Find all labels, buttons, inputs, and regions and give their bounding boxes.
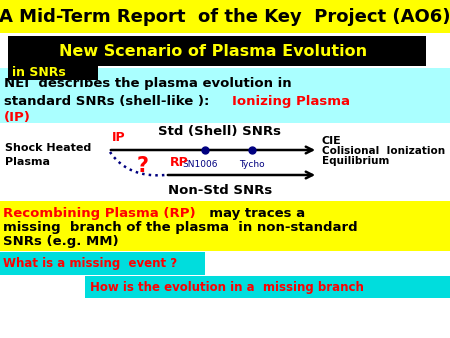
Text: Recombining Plasma (RP): Recombining Plasma (RP) — [3, 207, 196, 219]
Text: How is the evolution in a  missing branch: How is the evolution in a missing branch — [90, 281, 364, 293]
Text: New Scenario of Plasma Evolution: New Scenario of Plasma Evolution — [59, 44, 367, 58]
Text: RP: RP — [170, 156, 189, 169]
Text: may traces a: may traces a — [200, 207, 305, 219]
Text: Shock Heated
Plasma: Shock Heated Plasma — [5, 143, 91, 167]
FancyBboxPatch shape — [0, 0, 450, 33]
Text: ?: ? — [137, 156, 149, 176]
Text: Non-Std SNRs: Non-Std SNRs — [168, 184, 272, 196]
FancyBboxPatch shape — [85, 276, 450, 298]
FancyBboxPatch shape — [0, 201, 450, 251]
FancyBboxPatch shape — [0, 68, 450, 123]
Text: in SNRs: in SNRs — [12, 67, 66, 79]
Text: standard SNRs (shell-like ):: standard SNRs (shell-like ): — [4, 95, 223, 107]
Text: A Mid-Term Report  of the Key  Project (AO6): A Mid-Term Report of the Key Project (AO… — [0, 8, 450, 26]
Text: SN1006: SN1006 — [182, 160, 218, 169]
Text: IP: IP — [112, 131, 126, 144]
FancyBboxPatch shape — [0, 252, 205, 275]
Text: Std (Shell) SNRs: Std (Shell) SNRs — [158, 124, 282, 138]
Text: NEI  describes the plasma evolution in: NEI describes the plasma evolution in — [4, 76, 292, 90]
Text: CIE: CIE — [322, 136, 342, 146]
Text: Colisional  Ionization: Colisional Ionization — [322, 146, 445, 156]
Text: What is a missing  event ?: What is a missing event ? — [3, 257, 177, 269]
Text: Equilibrium: Equilibrium — [322, 156, 389, 166]
Text: Tycho: Tycho — [239, 160, 265, 169]
Text: missing  branch of the plasma  in non-standard: missing branch of the plasma in non-stan… — [3, 220, 358, 234]
Text: SNRs (e.g. MM): SNRs (e.g. MM) — [3, 235, 119, 247]
Text: Ionizing Plasma: Ionizing Plasma — [232, 95, 350, 107]
FancyBboxPatch shape — [8, 66, 98, 80]
FancyBboxPatch shape — [8, 36, 426, 66]
Text: (IP): (IP) — [4, 112, 31, 124]
